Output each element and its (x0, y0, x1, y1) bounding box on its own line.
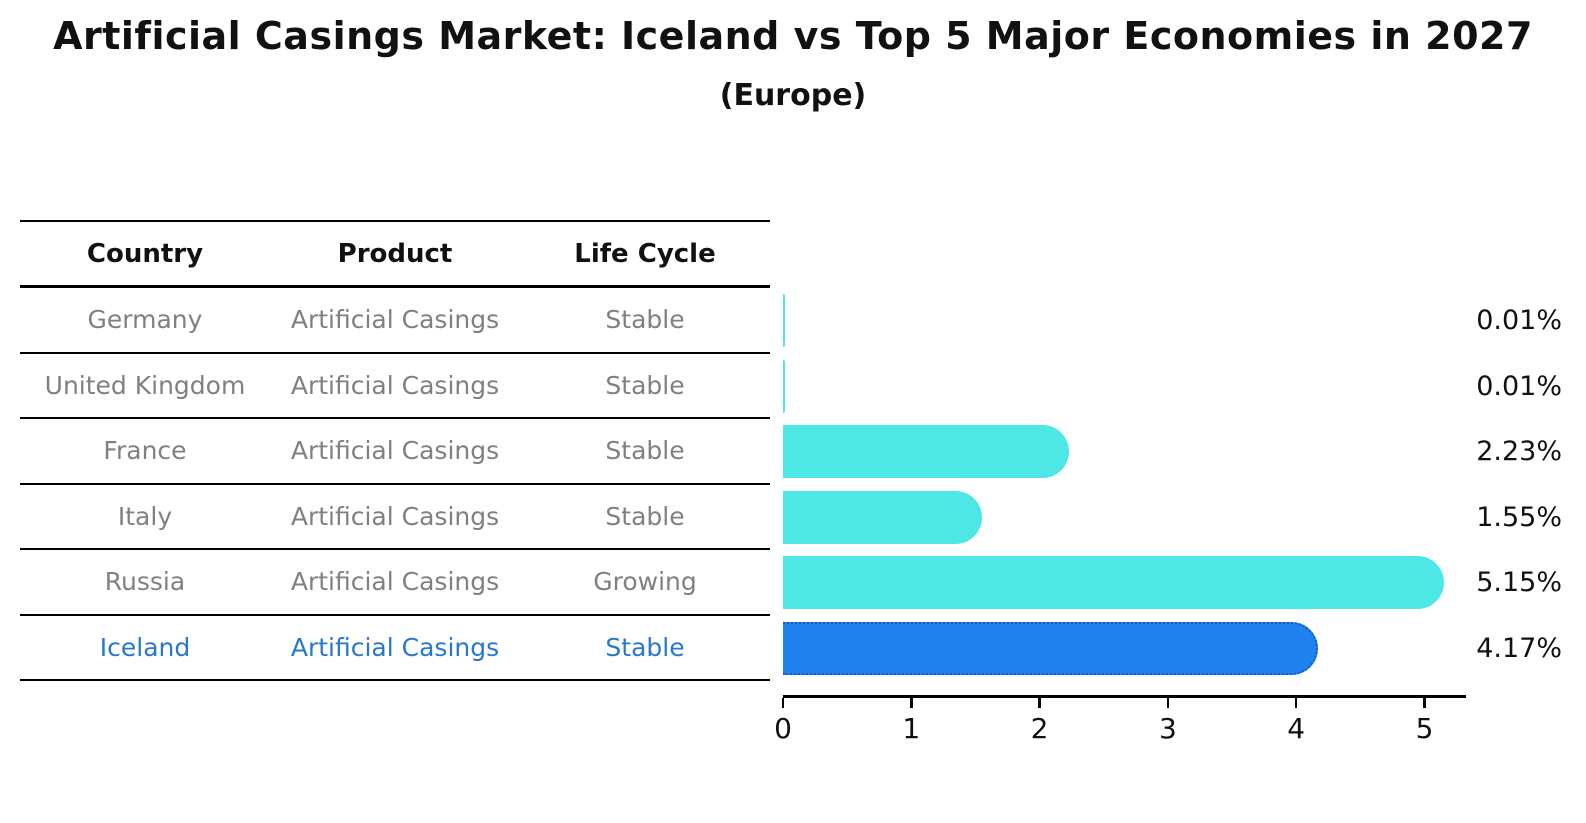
bar-germany (783, 294, 785, 348)
x-tick-label-5: 5 (1415, 712, 1434, 745)
cell-life-cycle: Stable (605, 305, 685, 335)
cell-product: Artificial Casings (290, 370, 500, 400)
cell-country: Iceland (99, 632, 191, 662)
value-label-germany: 0.01% (1476, 305, 1562, 337)
x-tick-label-1: 1 (902, 712, 921, 745)
table-row-iceland: Iceland Artificial Casings Stable (20, 616, 770, 681)
table-body: Germany Artificial Casings Stable United Ki… (20, 288, 770, 681)
x-tick-label-4: 4 (1287, 712, 1306, 745)
bar-plot-area (783, 288, 1463, 681)
cell-product: Artificial Casings (290, 501, 500, 531)
value-label-france: 2.23% (1476, 436, 1562, 468)
column-header-country: Country (86, 238, 204, 269)
cell-country: France (103, 436, 187, 466)
cell-product: Artificial Casings (290, 567, 500, 597)
bar-row-russia (783, 550, 1463, 616)
cell-life-cycle: Stable (605, 436, 685, 466)
value-label-iceland: 4.17% (1476, 632, 1562, 664)
x-tick-mark-0 (781, 698, 785, 708)
value-label-column: 0.01% 0.01% 2.23% 1.55% 5.15% 4.17% (1462, 288, 1562, 681)
x-tick-label-3: 3 (1158, 712, 1177, 745)
chart-title: Artificial Casings Market: Iceland vs To… (53, 14, 1533, 58)
cell-life-cycle: Stable (605, 501, 685, 531)
table-row-united-kingdom: United Kingdom Artificial Casings Stable (20, 354, 770, 419)
x-tick-mark-2 (1038, 698, 1041, 708)
table-row-germany: Germany Artificial Casings Stable (20, 288, 770, 354)
cell-life-cycle: Growing (593, 567, 697, 597)
table-row-italy: Italy Artificial Casings Stable (20, 485, 770, 550)
bar-row-iceland (783, 616, 1463, 682)
bar-united-kingdom (783, 359, 785, 413)
cell-country: Russia (104, 567, 186, 597)
bar-russia (783, 556, 1444, 610)
x-tick-mark-3 (1166, 698, 1170, 708)
table-row-russia: Russia Artificial Casings Growing (20, 550, 770, 616)
cell-product: Artificial Casings (290, 632, 500, 662)
table-header-row: Country Product Life Cycle (20, 222, 770, 288)
x-tick-label-2: 2 (1030, 712, 1049, 745)
value-label-italy: 1.55% (1476, 501, 1562, 533)
bar-iceland (783, 621, 1319, 675)
column-header-life-cycle: Life Cycle (574, 238, 716, 269)
cell-product: Artificial Casings (290, 436, 500, 466)
x-axis-ticks: 0 1 2 3 4 5 (774, 698, 1463, 758)
cell-product: Artificial Casings (290, 305, 500, 335)
cell-life-cycle: Stable (605, 370, 685, 400)
table-row-france: France Artificial Casings Stable (20, 419, 770, 485)
bar-row-germany (783, 288, 1463, 354)
value-label-united-kingdom: 0.01% (1476, 370, 1562, 402)
cell-life-cycle: Stable (605, 632, 685, 662)
x-tick-mark-4 (1294, 698, 1298, 708)
x-axis-line (783, 695, 1466, 698)
cell-country: United Kingdom (44, 370, 246, 400)
cell-country: Germany (87, 305, 203, 335)
column-header-product: Product (337, 238, 453, 269)
cell-country: Italy (117, 501, 173, 531)
x-tick-mark-1 (910, 698, 913, 708)
x-tick-label-0: 0 (774, 712, 792, 745)
country-table: Country Product Life Cycle Germany Artifi… (20, 220, 770, 681)
bar-row-france (783, 419, 1463, 485)
bar-italy (783, 490, 982, 544)
bar-row-italy (783, 485, 1463, 551)
x-tick-mark-5 (1423, 698, 1426, 708)
chart-subtitle: (Europe) (719, 78, 867, 113)
value-label-russia: 5.15% (1476, 567, 1562, 599)
bar-france (783, 425, 1070, 479)
bar-row-united-kingdom (783, 354, 1463, 420)
